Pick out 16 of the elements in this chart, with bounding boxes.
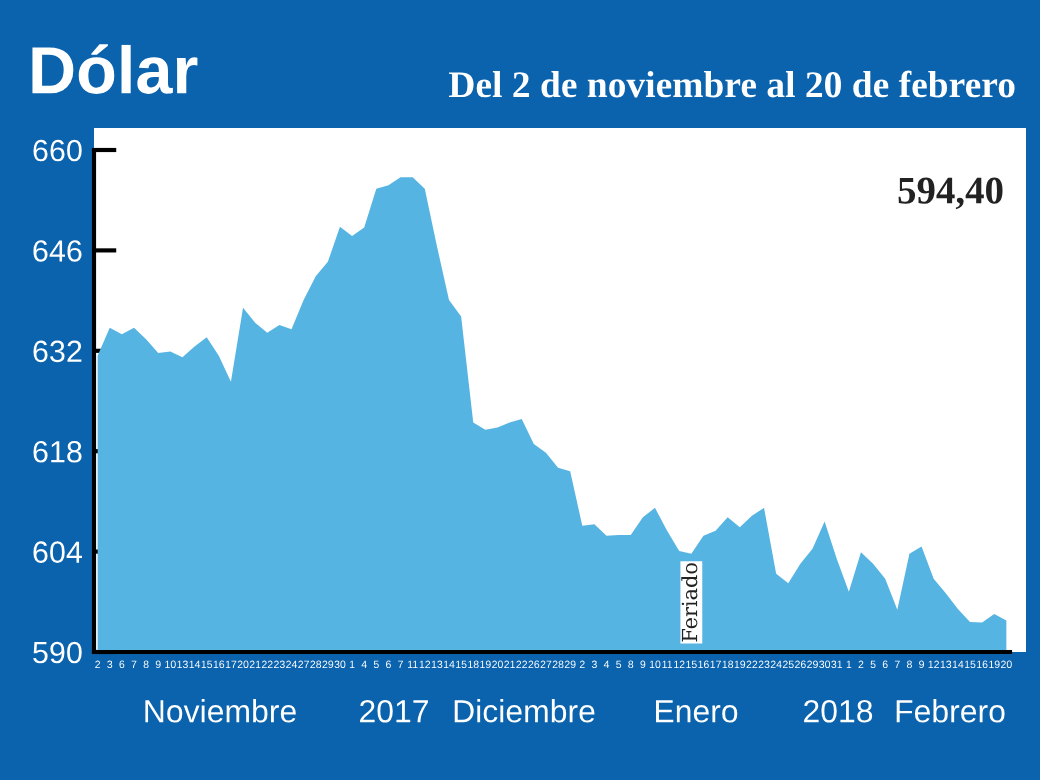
- text: Enero: [656, 700, 738, 723]
- text: Diciembre: [454, 699, 595, 723]
- annotation: Feriado: [681, 563, 698, 642]
- text: Noviembre: [145, 699, 296, 723]
- y-tick-label: 618: [33, 440, 82, 463]
- chart-subtitle: Del 2 de noviembre al 20 de febrero: [448, 70, 1015, 98]
- annotation: 594,40: [898, 177, 1003, 210]
- y-tick-label: 604: [33, 541, 82, 563]
- text: 2018: [804, 699, 873, 723]
- text: Febrero: [896, 699, 1005, 723]
- y-tick-label: 660: [33, 139, 82, 162]
- chart-title: Dólar: [32, 44, 198, 94]
- text: 2017: [360, 699, 428, 723]
- y-tick-label: 632: [33, 340, 82, 363]
- y-tick-label: 590: [33, 641, 82, 664]
- y-tick-label: 646: [33, 240, 82, 262]
